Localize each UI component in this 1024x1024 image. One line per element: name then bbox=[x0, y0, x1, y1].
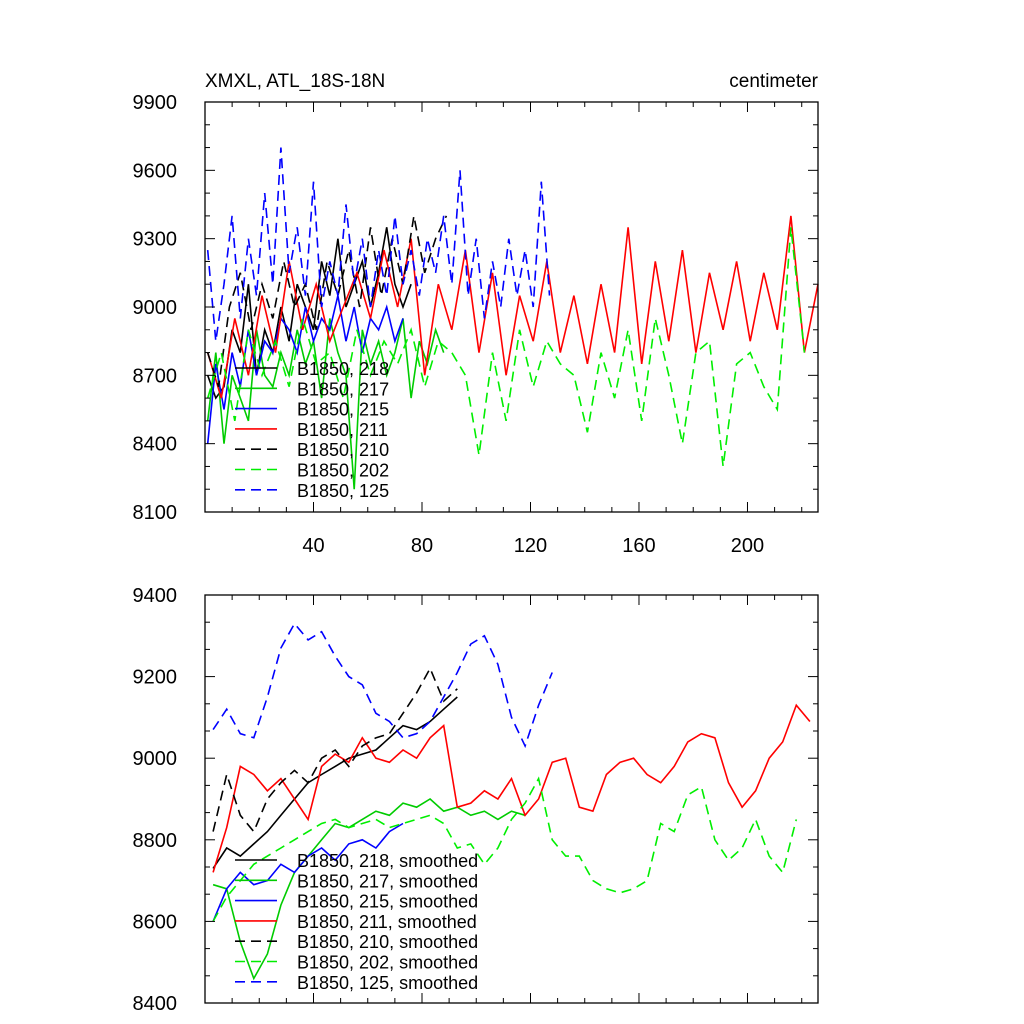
chart-title: XMXL, ATL_18S-18N bbox=[205, 71, 385, 92]
x-tick-label: 160 bbox=[622, 535, 655, 557]
legend-label: B1850, 217, smoothed bbox=[297, 871, 478, 891]
plot-frame bbox=[204, 594, 819, 1004]
series-line-top-1 bbox=[206, 318, 445, 490]
x-tick-label: 200 bbox=[731, 535, 764, 557]
y-tick-label: 9300 bbox=[133, 229, 178, 251]
series-line-bottom-1 bbox=[212, 798, 526, 981]
legend-label: B1850, 202, smoothed bbox=[297, 953, 478, 973]
y-tick-label: 8400 bbox=[133, 434, 178, 456]
y-tick-label: 9000 bbox=[133, 748, 178, 770]
legend-label: B1850, 210, smoothed bbox=[297, 932, 478, 952]
legend-label: B1850, 215, smoothed bbox=[297, 892, 478, 912]
legend-label: B1850, 210 bbox=[297, 440, 389, 460]
series-line-top-5 bbox=[206, 227, 806, 467]
x-tick-label: 80 bbox=[411, 535, 433, 557]
y-tick-label: 9000 bbox=[133, 297, 178, 319]
y-tick-label: 8700 bbox=[133, 365, 178, 387]
bottom-plot: 8400 8600 8800 9000 9200 9400 B1850, 218, smoo… bbox=[133, 585, 819, 1015]
series-line-bottom-3 bbox=[212, 703, 811, 873]
legend-label: B1850, 202 bbox=[297, 461, 389, 481]
legend-label: B1850, 217 bbox=[297, 379, 389, 399]
legend-label: B1850, 215 bbox=[297, 400, 389, 420]
legend-label: B1850, 218, smoothed bbox=[297, 851, 478, 871]
legend-label: B1850, 211, smoothed bbox=[297, 912, 477, 932]
legend-label: B1850, 125, smoothed bbox=[297, 973, 478, 993]
y-tick-label: 8800 bbox=[133, 830, 178, 852]
legend-label: B1850, 218 bbox=[297, 359, 389, 379]
series-line-bottom-4 bbox=[212, 666, 458, 834]
y-tick-label: 9900 bbox=[133, 92, 178, 114]
series-line-bottom-2 bbox=[212, 822, 404, 922]
series-line-bottom-6 bbox=[212, 622, 553, 749]
y-tick-label: 9200 bbox=[133, 667, 178, 689]
legend-label: B1850, 211 bbox=[297, 420, 388, 440]
y-tick-label: 8100 bbox=[133, 502, 178, 524]
y-tick-label: 8600 bbox=[133, 911, 178, 933]
y-tick-label: 9600 bbox=[133, 160, 178, 182]
y-tick-label: 8400 bbox=[133, 993, 178, 1015]
series-line-top-0 bbox=[206, 227, 412, 400]
y-tick-label: 9400 bbox=[133, 585, 178, 607]
series-line-bottom-0 bbox=[212, 696, 458, 869]
series-line-top-6 bbox=[206, 147, 551, 342]
units-label: centimeter bbox=[729, 71, 818, 92]
series-line-top-3 bbox=[206, 215, 819, 399]
x-tick-label: 120 bbox=[514, 535, 547, 557]
x-tick-label: 40 bbox=[302, 535, 324, 557]
series-line-bottom-5 bbox=[212, 776, 798, 922]
legend-label: B1850, 125 bbox=[297, 481, 389, 501]
top-plot: 8100 8400 8700 9000 9300 9600 9900 40 80 120 160 20… bbox=[133, 92, 819, 557]
